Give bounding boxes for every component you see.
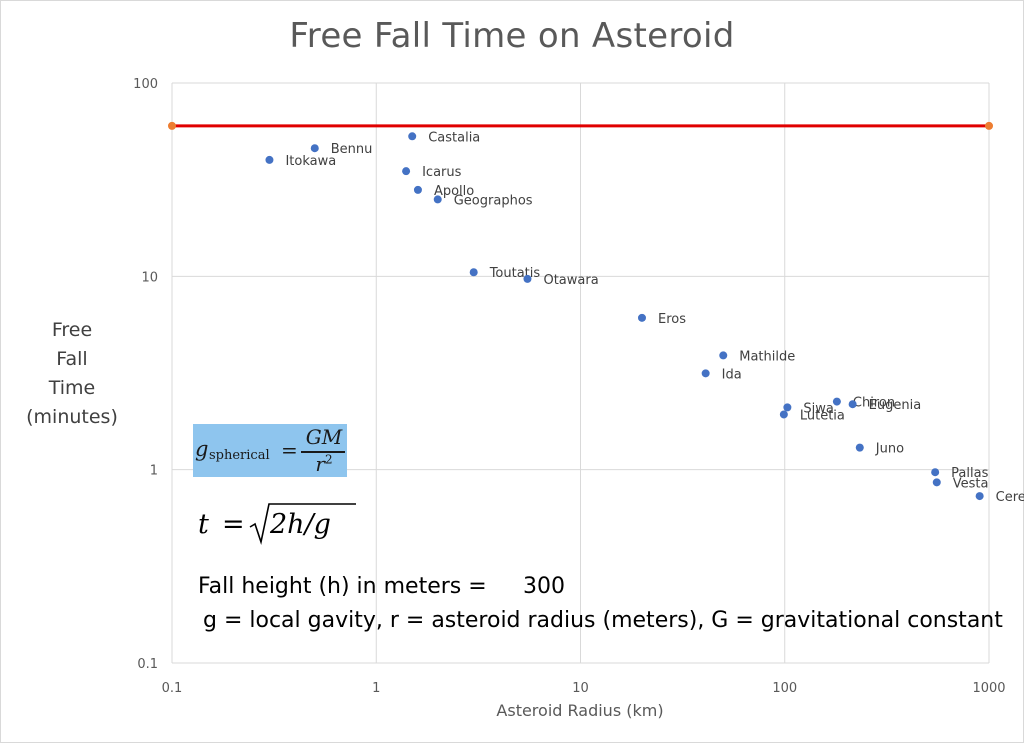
data-point [975,492,984,501]
data-point [413,185,422,194]
data-point [932,478,941,487]
gravity-formula-equals: = [281,438,298,462]
square-root-sign [249,503,356,546]
y-axis-title-line-1: Free [51,319,93,341]
data-point [402,167,411,176]
data-point [310,144,319,153]
fall-time-formula-equals: = [222,509,245,540]
y-axis-title-line-2: Fall [56,348,88,370]
data-point [931,468,940,477]
gravity-formula-subscript: spherical [209,448,270,463]
data-point-label: Geographos [454,193,533,208]
data-point-label: Eugenia [869,398,922,413]
data-point-label: Eros [658,312,686,327]
y-tick-label: 100 [133,77,158,92]
gravity-formula-box: g spherical = GM r2 [193,424,347,477]
data-point [779,410,788,419]
data-point-label: Otawara [543,273,598,288]
x-tick-label: 1000 [972,681,1005,696]
data-point-label: Ceres [996,490,1024,505]
data-point-label: Ida [722,367,742,382]
data-point-label: Apollo [434,184,474,199]
fall-height-label: Fall height (h) in meters = [198,574,487,599]
data-point-label: Itokawa [285,154,336,169]
x-tick-label: 0.1 [162,681,183,696]
data-point [469,268,478,277]
gravity-formula-denominator: r2 [315,452,333,476]
gravity-formula-fraction-bar [301,451,345,453]
data-point [783,403,792,412]
x-tick-label: 10 [572,681,589,696]
y-tick-label: 1 [150,464,158,479]
fall-time-formula: t = 2h/g [198,500,358,550]
data-point [701,369,710,378]
data-point-label: Mathilde [739,349,795,364]
data-point-label: Toutatis [489,266,541,281]
y-axis-title-line-3: Time [48,377,96,399]
reference-line-start-marker [168,121,176,130]
data-point-label: Siwa [803,401,833,416]
fall-time-formula-lhs: t [198,509,209,540]
y-axis-title-line-4: (minutes) [26,406,118,428]
gravity-formula-lhs: g [195,437,209,461]
data-point-label: Pallas [951,466,988,481]
data-point [265,155,274,164]
y-tick-label: 10 [141,270,158,285]
data-point-label: Chiron [853,396,895,411]
x-axis-title: Asteroid Radius (km) [496,701,664,720]
data-point-label: Vesta [953,476,989,491]
gravity-formula-numerator: GM [305,425,343,449]
variable-legend-text: g = local gavity, r = asteroid radius (m… [203,608,1003,633]
data-point [855,443,864,452]
x-tick-label: 100 [772,681,797,696]
data-point [408,132,417,141]
data-point-label: Icarus [422,165,462,180]
data-point [433,195,442,204]
data-point [848,400,857,409]
data-point-label: Juno [875,442,904,457]
chart-title: Free Fall Time on Asteroid [289,16,735,56]
data-point [637,313,646,322]
fall-time-formula-radicand: 2h/g [270,509,331,540]
data-point-label: Bennu [331,142,373,157]
data-point-label: Castalia [428,130,480,145]
fall-height-value: 300 [523,574,565,599]
data-point [832,397,841,406]
data-point [719,351,728,360]
y-tick-label: 0.1 [137,657,158,672]
data-point-label: Lutetia [800,408,845,423]
reference-line-end-marker [985,121,993,130]
x-tick-label: 1 [372,681,380,696]
data-point [523,274,532,283]
